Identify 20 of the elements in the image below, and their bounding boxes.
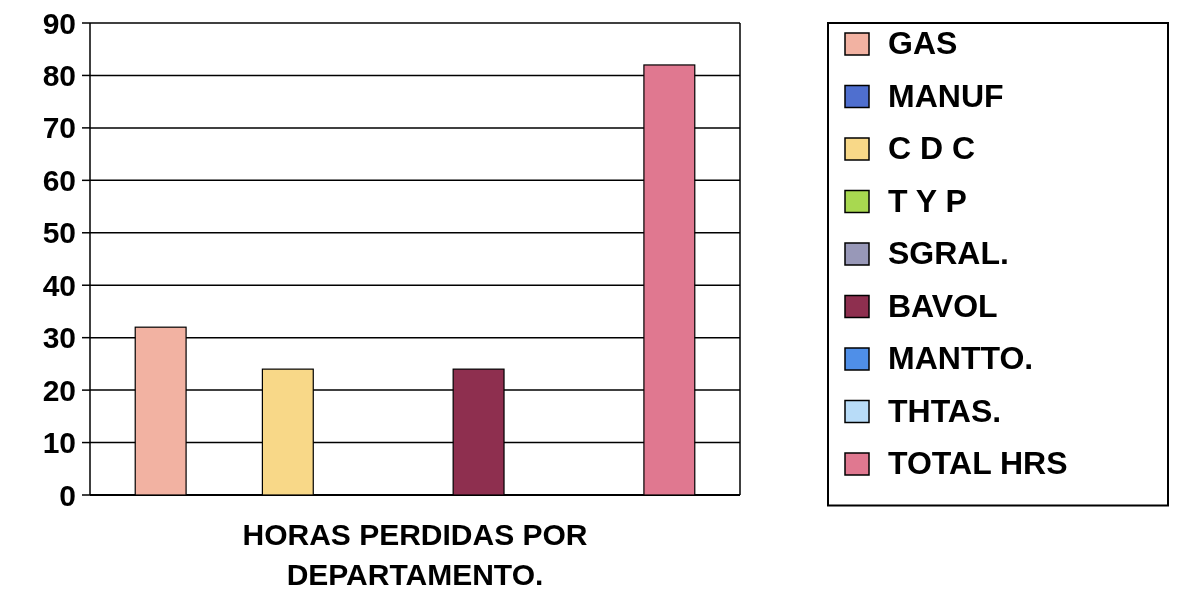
legend-label: TOTAL HRS	[888, 445, 1068, 482]
legend-label: T Y P	[888, 182, 967, 219]
y-tick-label: 30	[42, 321, 76, 355]
y-tick-label: 40	[42, 268, 76, 302]
x-tick-label: HORAS PERDIDAS POR DEPARTAMENTO.	[242, 518, 588, 591]
legend-label: BAVOL	[888, 287, 998, 324]
y-tick-label: 90	[42, 6, 76, 40]
legend-label: THTAS.	[888, 392, 1002, 429]
legend-label: GAS	[888, 25, 958, 62]
y-tick-label: 70	[42, 111, 76, 145]
y-tick-label: 20	[42, 373, 76, 407]
legend-label: SGRAL.	[888, 235, 1009, 272]
y-tick-label: 50	[42, 216, 76, 250]
y-tick-label: 80	[42, 58, 76, 92]
legend-label: C D C	[888, 130, 976, 167]
y-tick-label: 60	[42, 163, 76, 197]
y-tick-label: 0	[59, 478, 76, 512]
legend-label: MANTTO.	[888, 340, 1034, 377]
legend-label: MANUF	[888, 77, 1004, 114]
y-tick-label: 10	[42, 426, 76, 460]
